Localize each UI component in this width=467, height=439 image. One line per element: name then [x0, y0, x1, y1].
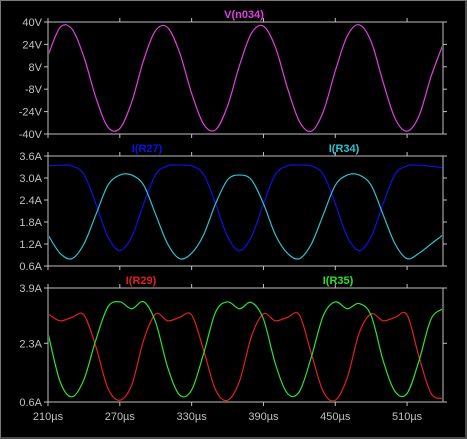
plot-frame	[47, 21, 444, 135]
pane-top: 40V 24V 8V -8V -24V -40V V(n034)	[19, 9, 447, 141]
plot-frame	[47, 287, 444, 403]
pane-bottom: 3.9A 2.3A 0.6A 210µs 270µs 330µs 390µs 450µs 510…	[19, 275, 447, 423]
trace-label: I(R27)	[132, 143, 163, 155]
y-tick-label: -24V	[19, 107, 43, 119]
trace-label: I(R35)	[323, 275, 354, 287]
y-tick-label: 1.2A	[19, 239, 42, 251]
series-line-v-n034-	[49, 24, 442, 133]
series-line-i-r34-	[49, 173, 442, 260]
y-tick-label: 3.6A	[19, 151, 42, 163]
x-tick-label: 510µs	[392, 411, 423, 423]
y-tick-label: -8V	[25, 84, 43, 96]
trace-label: I(R34)	[329, 143, 360, 155]
x-tick-label: 330µs	[177, 411, 208, 423]
x-tick-label: 210µs	[33, 411, 64, 423]
series-line-i-r35-	[49, 300, 442, 398]
y-tick-label: 2.3A	[19, 338, 42, 350]
series-line-i-r27-	[49, 164, 442, 252]
x-tick-label: 270µs	[105, 411, 136, 423]
x-tick-label: 450µs	[320, 411, 351, 423]
trace-label: I(R29)	[126, 275, 157, 287]
series-line-i-r29-	[49, 311, 442, 401]
y-tick-label: 0.6A	[19, 397, 42, 409]
y-tick-label: 24V	[22, 39, 42, 51]
pane-middle: 3.6A 3.0A 2.4A 1.8A 1.2A 0.6A I(R27) I(R34)	[19, 143, 447, 273]
y-tick-label: 3.0A	[19, 173, 42, 185]
plot-frame	[47, 155, 444, 267]
trace-label: V(n034)	[224, 9, 264, 21]
y-tick-label: 3.9A	[19, 283, 42, 295]
x-tick-label: 390µs	[248, 411, 279, 423]
y-tick-label: -40V	[19, 129, 43, 141]
y-tick-label: 40V	[22, 17, 42, 29]
y-tick-label: 8V	[29, 62, 43, 74]
y-tick-label: 2.4A	[19, 195, 42, 207]
y-tick-label: 0.6A	[19, 261, 42, 273]
y-tick-label: 1.8A	[19, 217, 42, 229]
